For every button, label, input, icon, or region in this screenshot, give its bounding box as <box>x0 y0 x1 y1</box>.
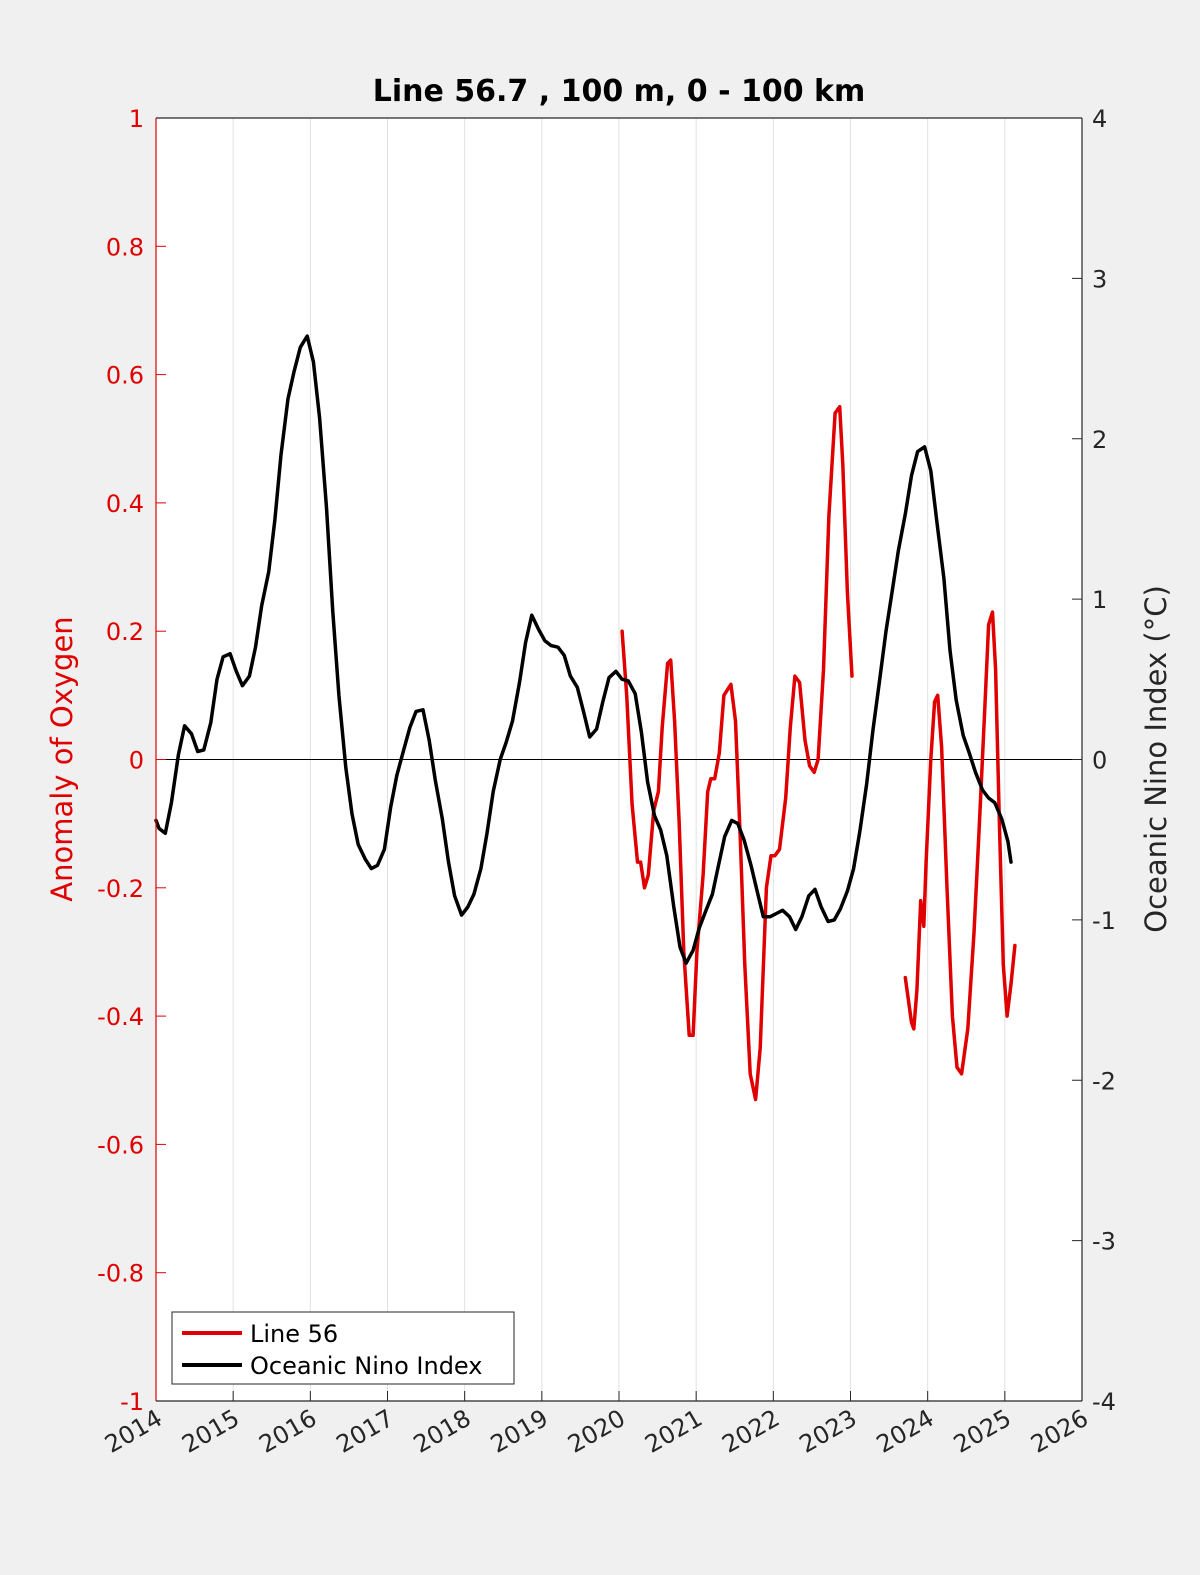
y-left-tick-label: -0.2 <box>97 875 144 903</box>
legend-label-oni: Oceanic Nino Index <box>250 1352 482 1380</box>
y-right-tick-label: 3 <box>1092 265 1107 293</box>
y-axis-label-right: Oceanic Nino Index (°C) <box>1139 585 1173 933</box>
y-right-tick-label: 0 <box>1092 747 1107 775</box>
y-left-tick-label: -0.8 <box>97 1260 144 1288</box>
y-right-tick-label: 4 <box>1092 105 1107 133</box>
y-left-tick-label: -0.6 <box>97 1131 144 1159</box>
y-right-tick-label: 1 <box>1092 586 1107 614</box>
y-left-tick-label: 0 <box>129 747 144 775</box>
y-left-tick-label: -0.4 <box>97 1003 144 1031</box>
legend-box <box>171 1311 515 1385</box>
y-left-tick-label: 0.4 <box>106 490 144 518</box>
series-line-line-56 <box>620 404 854 1102</box>
y-axis-label-left: Anomaly of Oxygen <box>45 616 79 901</box>
tick-labels: 2014 2015 2016 2017 2018 2019 2020 2021 2022 2023… <box>97 105 1116 1459</box>
axes-layer <box>155 117 1083 1402</box>
y-left-tick-label: 0.8 <box>106 233 144 261</box>
series-layer <box>154 334 1017 1102</box>
y-right-tick-label: -4 <box>1092 1388 1116 1416</box>
series-line-oceanic-nino-index <box>154 334 1013 965</box>
legend-label-line-56: Line 56 <box>250 1320 338 1348</box>
y-left-tick-label: 1 <box>129 105 144 133</box>
y-right-tick-label: 2 <box>1092 426 1107 454</box>
y-right-tick-label: -1 <box>1092 907 1116 935</box>
y-left-tick-label: 0.6 <box>106 362 144 390</box>
y-right-tick-label: -2 <box>1092 1067 1116 1095</box>
y-right-tick-label: -3 <box>1092 1228 1116 1256</box>
y-left-tick-label: -1 <box>120 1388 144 1416</box>
series-line-line-56 <box>903 610 1017 1076</box>
chart-title: Line 56.7 , 100 m, 0 - 100 km <box>373 74 866 109</box>
y-left-tick-label: 0.2 <box>106 618 144 646</box>
legend: Line 56 Oceanic Nino Index <box>171 1311 515 1385</box>
